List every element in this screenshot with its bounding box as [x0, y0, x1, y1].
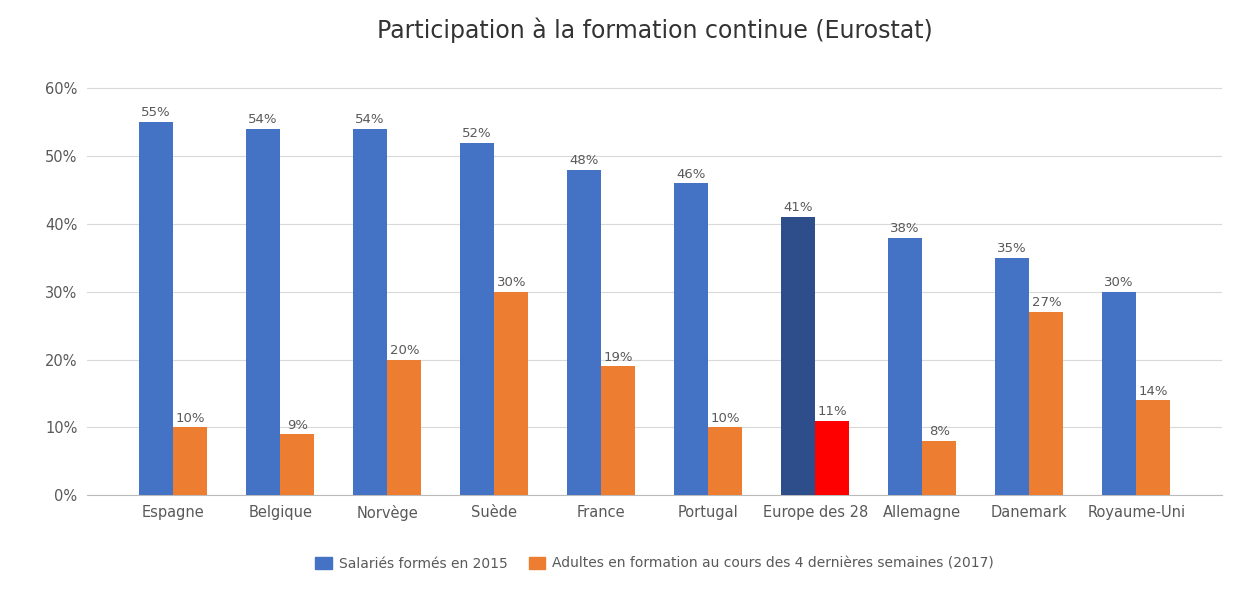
- Bar: [1136, 400, 1171, 495]
- Bar: [494, 292, 529, 495]
- Bar: [995, 258, 1029, 495]
- Text: 41%: 41%: [783, 202, 813, 214]
- Text: 35%: 35%: [998, 242, 1028, 255]
- Text: 14%: 14%: [1139, 385, 1168, 397]
- Text: 10%: 10%: [176, 412, 205, 425]
- Text: 9%: 9%: [287, 419, 308, 431]
- Bar: [246, 129, 281, 495]
- Text: 46%: 46%: [676, 167, 706, 181]
- Bar: [173, 428, 207, 495]
- Text: 54%: 54%: [355, 114, 385, 126]
- Text: 19%: 19%: [604, 351, 633, 364]
- Bar: [387, 359, 421, 495]
- Text: 54%: 54%: [248, 114, 278, 126]
- Bar: [708, 428, 742, 495]
- Bar: [673, 183, 708, 495]
- Bar: [138, 122, 173, 495]
- Legend: Salariés formés en 2015, Adultes en formation au cours des 4 dernières semaines : Salariés formés en 2015, Adultes en form…: [309, 551, 1000, 577]
- Bar: [460, 143, 494, 495]
- Text: 10%: 10%: [711, 412, 739, 425]
- Bar: [816, 420, 849, 495]
- Text: 8%: 8%: [929, 425, 950, 439]
- Text: 27%: 27%: [1031, 297, 1061, 309]
- Bar: [601, 367, 636, 495]
- Text: 11%: 11%: [818, 405, 847, 418]
- Bar: [923, 441, 956, 495]
- Bar: [567, 170, 601, 495]
- Bar: [1029, 312, 1064, 495]
- Text: 52%: 52%: [463, 127, 491, 140]
- Bar: [1102, 292, 1136, 495]
- Text: 38%: 38%: [890, 222, 920, 235]
- Text: 30%: 30%: [1105, 276, 1134, 289]
- Bar: [281, 434, 314, 495]
- Bar: [353, 129, 387, 495]
- Bar: [888, 237, 923, 495]
- Text: 20%: 20%: [389, 344, 419, 357]
- Title: Participation à la formation continue (Eurostat): Participation à la formation continue (E…: [377, 17, 933, 43]
- Text: 55%: 55%: [141, 106, 171, 120]
- Bar: [781, 217, 816, 495]
- Text: 48%: 48%: [570, 154, 599, 167]
- Text: 30%: 30%: [496, 276, 526, 289]
